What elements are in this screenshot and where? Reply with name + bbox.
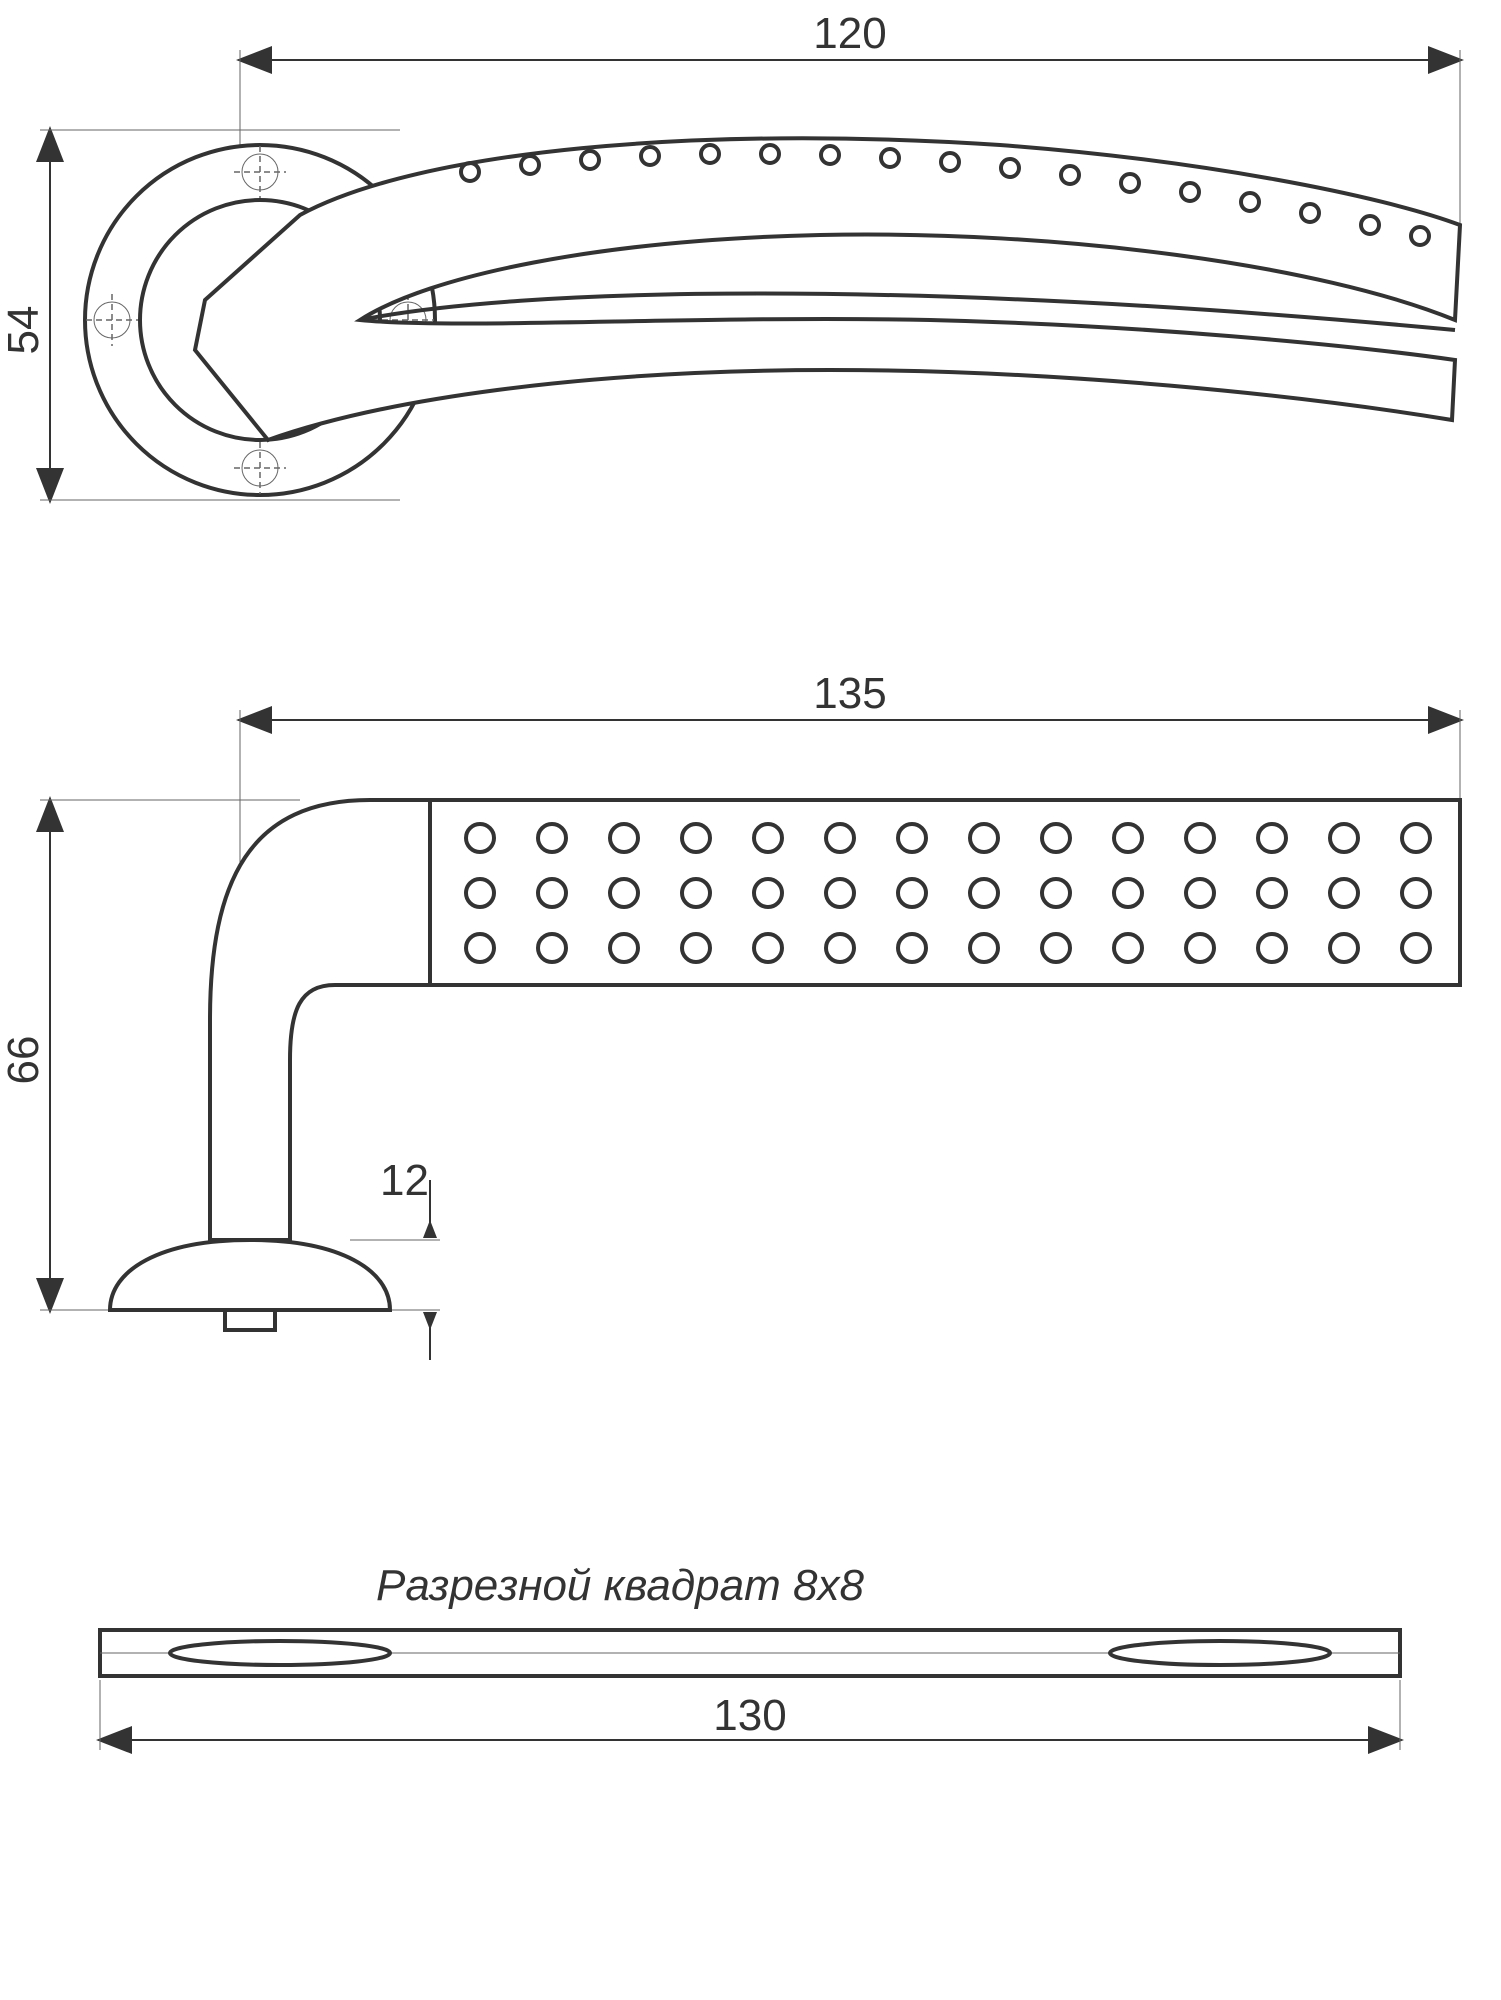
dim-label-66: 66: [0, 1036, 48, 1085]
bottom-view: Разрезной квадрат 8х8 130: [100, 1561, 1400, 1750]
middle-view: 135 66 12: [0, 669, 1460, 1360]
spindle-slot-left: [170, 1641, 390, 1665]
dim-label-130: 130: [713, 1691, 786, 1740]
collar: [225, 1310, 275, 1330]
lever-front: [195, 138, 1460, 440]
spindle-caption: Разрезной квадрат 8х8: [376, 1561, 864, 1610]
technical-drawing: 120 54: [0, 0, 1501, 2000]
dim-label-135: 135: [813, 669, 886, 718]
dim-label-12: 12: [380, 1156, 429, 1205]
top-view: 120 54: [0, 9, 1460, 500]
spindle-slot-right: [1110, 1641, 1330, 1665]
dim-label-54: 54: [0, 306, 48, 355]
dim-label-120: 120: [813, 9, 886, 58]
grip-bar: [430, 800, 1460, 985]
rose-side: [110, 1240, 390, 1310]
lever-top: [110, 800, 1460, 1330]
